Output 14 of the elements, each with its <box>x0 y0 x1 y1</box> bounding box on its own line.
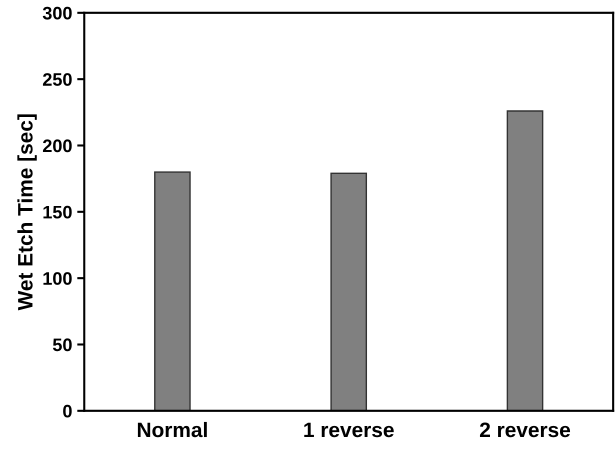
x-tick-label: Normal <box>138 422 207 438</box>
bar <box>154 171 191 411</box>
y-axis-title: Wet Etch Time [sec] <box>17 114 37 310</box>
y-tick-label: 200 <box>42 139 72 152</box>
x-tick-label: 2 reverse <box>480 422 570 438</box>
y-tick-label: 0 <box>63 404 72 418</box>
bar <box>506 110 544 411</box>
y-tick-label: 300 <box>42 6 72 20</box>
y-tick-label: 250 <box>42 73 72 86</box>
x-tick-label: 1 reverse <box>304 422 394 438</box>
y-tick-label: 50 <box>52 338 72 352</box>
bar <box>330 172 368 411</box>
y-tick-label: 100 <box>43 272 72 285</box>
y-tick-label: 150 <box>43 206 72 219</box>
